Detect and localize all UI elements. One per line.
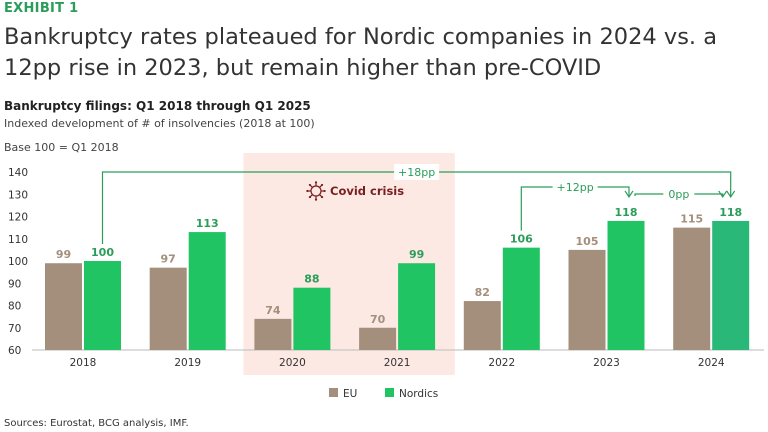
eu-bar: [359, 327, 397, 350]
nordics-value-label: 88: [304, 273, 319, 286]
bar-group-2024: 115 118 2024: [673, 206, 750, 369]
virus-spike-tip: [323, 189, 326, 193]
legend-label-nordics: Nordics: [399, 388, 438, 400]
legend-swatch-eu: [329, 388, 338, 397]
x-tick-label: 2018: [70, 357, 97, 369]
exhibit-label: EXHIBIT 1: [4, 1, 79, 16]
legend-swatch-nordics: [385, 388, 394, 397]
y-tick-label: 140: [8, 167, 28, 179]
x-tick-label: 2020: [279, 357, 306, 369]
x-tick-label: 2019: [174, 357, 201, 369]
legend-label-eu: EU: [343, 388, 357, 400]
eu-value-label: 70: [370, 313, 386, 326]
eu-value-label: 105: [576, 235, 599, 248]
y-tick-label: 70: [8, 323, 21, 335]
bracket-2024-label-bg: [663, 186, 695, 202]
bar-group-2018: 99 100 2018: [45, 246, 121, 369]
virus-spike-tip: [314, 198, 318, 201]
eu-value-label: 82: [475, 286, 490, 299]
base-note: Base 100 = Q1 2018: [4, 141, 119, 154]
bar-group-2019: 97 113 2019: [149, 217, 226, 369]
annotation-brackets: +18pp +12pp 0pp: [101, 164, 736, 244]
eu-bar: [149, 267, 187, 350]
virus-spike-tip: [306, 189, 309, 193]
eu-bar: [463, 301, 501, 350]
y-tick-label: 110: [8, 234, 28, 246]
virus-spike-tip: [320, 195, 324, 199]
eu-value-label: 115: [680, 213, 703, 226]
bracket-overall-label: +18pp: [398, 166, 435, 179]
bracket-2023-label-bg: [552, 179, 598, 195]
y-tick-label: 60: [8, 345, 21, 357]
bracket-overall-label-bg: [394, 164, 440, 180]
chart-subtitle: Bankruptcy filings: Q1 2018 through Q1 2…: [4, 99, 311, 113]
arrow-head: [718, 190, 728, 199]
nordics-value-label: 106: [510, 233, 533, 246]
eu-bar: [254, 318, 292, 350]
virus-spike-tip: [308, 195, 312, 199]
nordics-value-label: 113: [196, 217, 219, 230]
eu-value-label: 97: [161, 253, 176, 266]
nordics-value-label: 118: [719, 206, 742, 219]
nordics-bar: [84, 261, 121, 350]
nordics-bar: [502, 247, 540, 350]
bar-group-2022: 82 106 2022: [463, 233, 540, 369]
x-tick-label: 2021: [384, 357, 411, 369]
nordics-bar: [188, 232, 226, 350]
covid-label: Covid crisis: [330, 184, 404, 198]
virus-spike-tip: [314, 181, 318, 184]
bracket-2023-label: +12pp: [557, 181, 594, 194]
eu-bar: [45, 263, 82, 350]
sources-note: Sources: Eurostat, BCG analysis, IMF.: [4, 418, 189, 429]
arrow-head: [624, 190, 634, 199]
bar-group-2023: 105 118 2023: [568, 206, 645, 369]
nordics-bar: [398, 263, 436, 350]
nordics-bar: [293, 287, 331, 350]
y-tick-label: 80: [8, 301, 21, 313]
virus-icon: [306, 181, 326, 201]
nordics-bar: [712, 220, 750, 350]
eu-value-label: 99: [56, 248, 71, 261]
eu-bar: [568, 249, 606, 350]
eu-bar: [673, 227, 711, 350]
y-tick-label: 90: [8, 278, 21, 290]
bars: 99 100 2018 97 113 2019 74 88 2020 70 99 2021 82 106 2…: [45, 206, 750, 369]
nordics-bar: [607, 220, 645, 350]
chart-title: Bankruptcy rates plateaued for Nordic co…: [4, 24, 718, 81]
nordics-value-label: 100: [91, 246, 114, 259]
bar-group-2020: 74 88 2020: [254, 273, 331, 369]
nordics-value-label: 99: [409, 248, 424, 261]
nordics-value-label: 118: [615, 206, 638, 219]
y-tick-label: 130: [8, 189, 28, 201]
y-tick-label: 120: [8, 212, 28, 224]
arrow-head: [726, 190, 736, 199]
y-tick-label: 100: [8, 256, 28, 268]
eu-value-label: 74: [265, 304, 281, 317]
bar-group-2021: 70 99 2021: [359, 248, 436, 369]
chart-description: Indexed development of # of insolvencies…: [4, 117, 315, 130]
bracket-2024-label: 0pp: [668, 188, 689, 201]
x-tick-label: 2022: [488, 357, 515, 369]
x-tick-label: 2023: [593, 357, 620, 369]
virus-spike-tip: [320, 183, 324, 187]
legend: EU Nordics: [329, 388, 438, 400]
x-tick-label: 2024: [698, 357, 725, 369]
virus-spike-tip: [308, 183, 312, 187]
